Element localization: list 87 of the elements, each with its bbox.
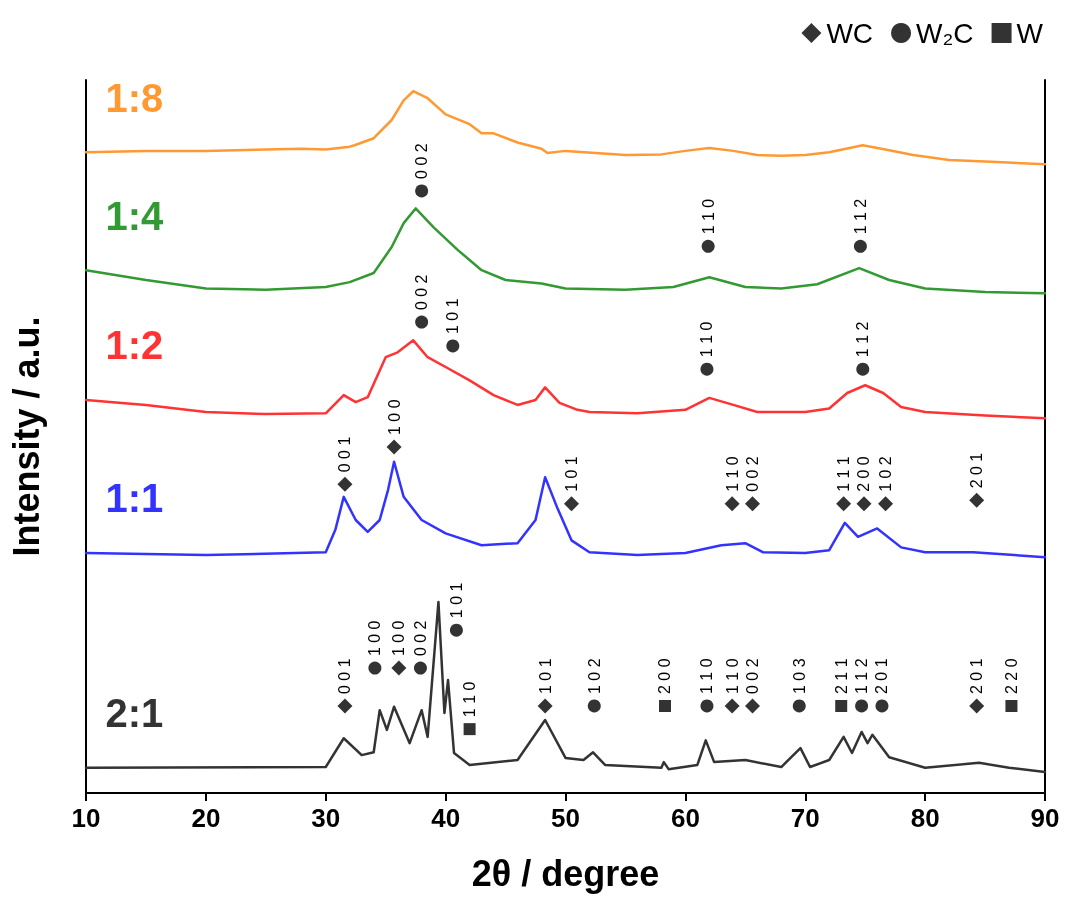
x-axis-title: 2θ / degree	[471, 852, 660, 894]
point	[449, 623, 463, 637]
annotation: 0 0 1	[336, 436, 354, 473]
annotation: 1 1 2	[853, 658, 871, 694]
point	[969, 492, 985, 508]
annotation: 0 0 2	[413, 274, 431, 311]
annotation: 2 1 1	[832, 658, 850, 694]
x-tick-label: 50	[551, 803, 580, 833]
legend-label: WC	[826, 17, 874, 49]
point	[415, 315, 429, 329]
annotation: 0 0 1	[336, 658, 354, 694]
legend-label: W₂C	[916, 17, 974, 49]
point	[337, 476, 353, 492]
annotation: 0 0 2	[411, 620, 429, 657]
point	[446, 339, 460, 353]
annotation: 1 0 0	[390, 620, 408, 657]
point	[1005, 699, 1018, 712]
point	[415, 184, 429, 198]
series-label: 2:1	[105, 691, 164, 736]
annotation: 2 0 1	[873, 658, 891, 694]
point	[563, 496, 579, 512]
annotation: 2 0 1	[968, 452, 986, 489]
x-tick-label: 60	[670, 803, 700, 833]
annotation: 1 0 0	[385, 399, 403, 436]
annotation: 1 0 2	[585, 658, 603, 694]
annotation: 2 0 0	[855, 456, 873, 492]
annotation: 1 1 0	[461, 681, 479, 718]
series-label: 1:1	[105, 476, 164, 521]
point	[700, 362, 714, 376]
point	[701, 239, 715, 253]
point	[659, 699, 671, 712]
point	[856, 362, 870, 376]
annotation: 0 0 2	[413, 143, 431, 179]
x-tick-label: 10	[71, 803, 101, 833]
point	[724, 496, 740, 512]
point	[969, 698, 985, 714]
annotation: 1 0 0	[366, 620, 384, 657]
point	[835, 699, 848, 712]
annotation: 2 0 1	[968, 658, 986, 694]
annotation: 1 1 0	[723, 456, 741, 492]
point	[537, 698, 553, 714]
x-tick-label: 40	[431, 803, 461, 833]
point	[413, 661, 427, 675]
point	[368, 661, 382, 675]
point	[745, 698, 761, 714]
legend-label: W	[1016, 17, 1044, 49]
point	[745, 496, 761, 512]
annotation: 1 0 1	[562, 456, 580, 492]
y-axis-title: Intensity / a.u.	[5, 316, 47, 557]
annotation: 2 0 0	[656, 658, 674, 694]
annotation: 0 0 2	[744, 658, 762, 694]
annotation: 0 0 2	[744, 456, 762, 492]
point	[855, 699, 869, 713]
point	[391, 660, 407, 676]
annotation: 1 0 1	[536, 658, 554, 694]
annotation: 1 1 2	[854, 321, 872, 358]
x-tick-label: 90	[1030, 803, 1060, 833]
series-label: 1:2	[105, 323, 164, 368]
annotation: 1 0 1	[444, 298, 462, 334]
point	[853, 239, 867, 253]
x-tick-label: 80	[910, 803, 940, 833]
point	[700, 699, 714, 713]
annotation: 1 1 1	[835, 456, 853, 492]
point	[724, 698, 740, 714]
point	[792, 699, 806, 713]
point	[337, 698, 353, 714]
point	[386, 439, 402, 455]
point	[836, 496, 852, 512]
point	[878, 496, 894, 512]
annotation: 1 1 0	[698, 658, 716, 694]
annotation: 1 1 0	[698, 321, 716, 358]
x-tick-label: 30	[311, 803, 341, 833]
series-label: 1:8	[105, 75, 164, 120]
annotation: 1 0 2	[877, 456, 895, 492]
x-tick-label: 20	[191, 803, 221, 833]
point	[587, 699, 601, 713]
point	[875, 699, 889, 713]
x-tick-label: 70	[790, 803, 820, 833]
annotation: 1 0 3	[790, 658, 808, 694]
annotation: 1 1 2	[851, 198, 869, 235]
annotation: 1 1 0	[723, 658, 741, 694]
annotation: 1 0 1	[447, 582, 465, 619]
annotation: 1 1 0	[699, 198, 717, 235]
annotation: 2 2 0	[1002, 658, 1020, 694]
series-label: 1:4	[105, 193, 165, 238]
point	[463, 723, 476, 736]
point	[856, 496, 872, 512]
